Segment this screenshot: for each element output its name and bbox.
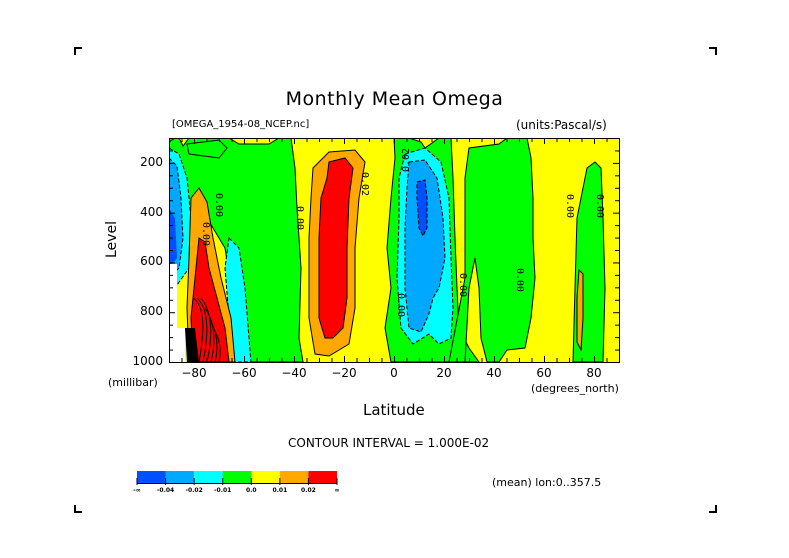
contour-plot: 0.00 0.00 0.02 0.02 0.00 0.00 0.00 0.00 … [169, 138, 620, 363]
x-tick-label: −80 [181, 366, 207, 380]
contour-label: 0.00 [594, 194, 605, 218]
y-tick-label: 1000 [132, 354, 163, 368]
colorbar-tick-label: 0.02 [301, 487, 316, 494]
x-tick-label: 40 [486, 366, 502, 380]
colorbar [136, 471, 338, 485]
y-axis-label: Level [104, 221, 120, 258]
corner-mark-top-left [74, 47, 82, 55]
colorbar-cell [194, 471, 223, 483]
mean-longitude-label: (mean) lon:0..357.5 [492, 476, 602, 489]
axis-tick-marks [169, 138, 619, 362]
colorbar-cell [222, 471, 252, 483]
colorbar-cell [308, 471, 337, 483]
contour-label: 0.00 [395, 293, 406, 317]
y-tick-label: 200 [140, 154, 163, 169]
file-label: [OMEGA_1954-08_NCEP.nc] [172, 119, 310, 130]
colorbar-tick-label: -0.04 [156, 487, 175, 494]
band-orange-nh-spike [576, 268, 584, 352]
contour-label: 0.02 [401, 148, 412, 172]
band-blue-equator [416, 179, 428, 238]
y-tick-label: 400 [140, 204, 163, 219]
x-tick-label: 0 [390, 366, 398, 380]
contour-label: 0.02 [359, 172, 370, 196]
contour-value-labels: 0.00 0.00 0.02 0.02 0.00 0.00 0.00 0.00 … [200, 148, 605, 317]
contour-interval-label: CONTOUR INTERVAL = 1.000E-02 [288, 436, 490, 450]
contour-label: 0.00 [200, 222, 211, 246]
y-axis-unit-label: (millibar) [108, 376, 158, 389]
colorbar-tick-label: ∞ [334, 487, 340, 494]
colorbar-cell [165, 471, 195, 483]
colorbar-cell [251, 471, 280, 483]
x-axis-unit-label: (degrees_north) [531, 382, 619, 395]
colorbar-tick-label: 0.01 [272, 487, 288, 494]
corner-mark-bottom-left [74, 505, 82, 513]
contour-label: 0.00 [457, 273, 468, 297]
band-red-sh-subtropics [318, 157, 354, 339]
band-green-top-mid [186, 139, 228, 159]
y-tick-label: 800 [140, 304, 163, 319]
contour-label: 0.00 [514, 268, 525, 292]
colorbar-cell [137, 471, 166, 483]
band-lightblue-equator [404, 159, 446, 333]
x-tick-label: −40 [281, 366, 307, 380]
colorbar-tick-label: 0.0 [245, 487, 257, 494]
chart-title: Monthly Mean Omega [285, 88, 504, 110]
colorbar-tick-label: -∞ [133, 487, 141, 494]
colorbar-tick-label: -0.01 [214, 487, 232, 494]
contour-label: 0.00 [564, 194, 575, 218]
x-tick-label: −60 [231, 366, 257, 380]
x-tick-label: 80 [586, 366, 602, 380]
colorbar-tick-label: -0.02 [185, 487, 203, 494]
band-black-saturated [185, 328, 199, 362]
contour-label: 0.00 [213, 193, 224, 217]
colorbar-cell [279, 471, 309, 483]
y-tick-label: 600 [140, 254, 163, 269]
units-label: (units:Pascal/s) [516, 118, 607, 132]
x-tick-label: 20 [436, 366, 452, 380]
x-tick-label: 60 [536, 366, 552, 380]
contour-label: 0.00 [294, 206, 305, 230]
band-green-midnh [448, 138, 536, 362]
corner-mark-top-right [709, 47, 717, 55]
corner-mark-bottom-right [709, 505, 717, 513]
x-axis-label: Latitude [363, 401, 425, 419]
x-tick-label: −20 [331, 366, 357, 380]
